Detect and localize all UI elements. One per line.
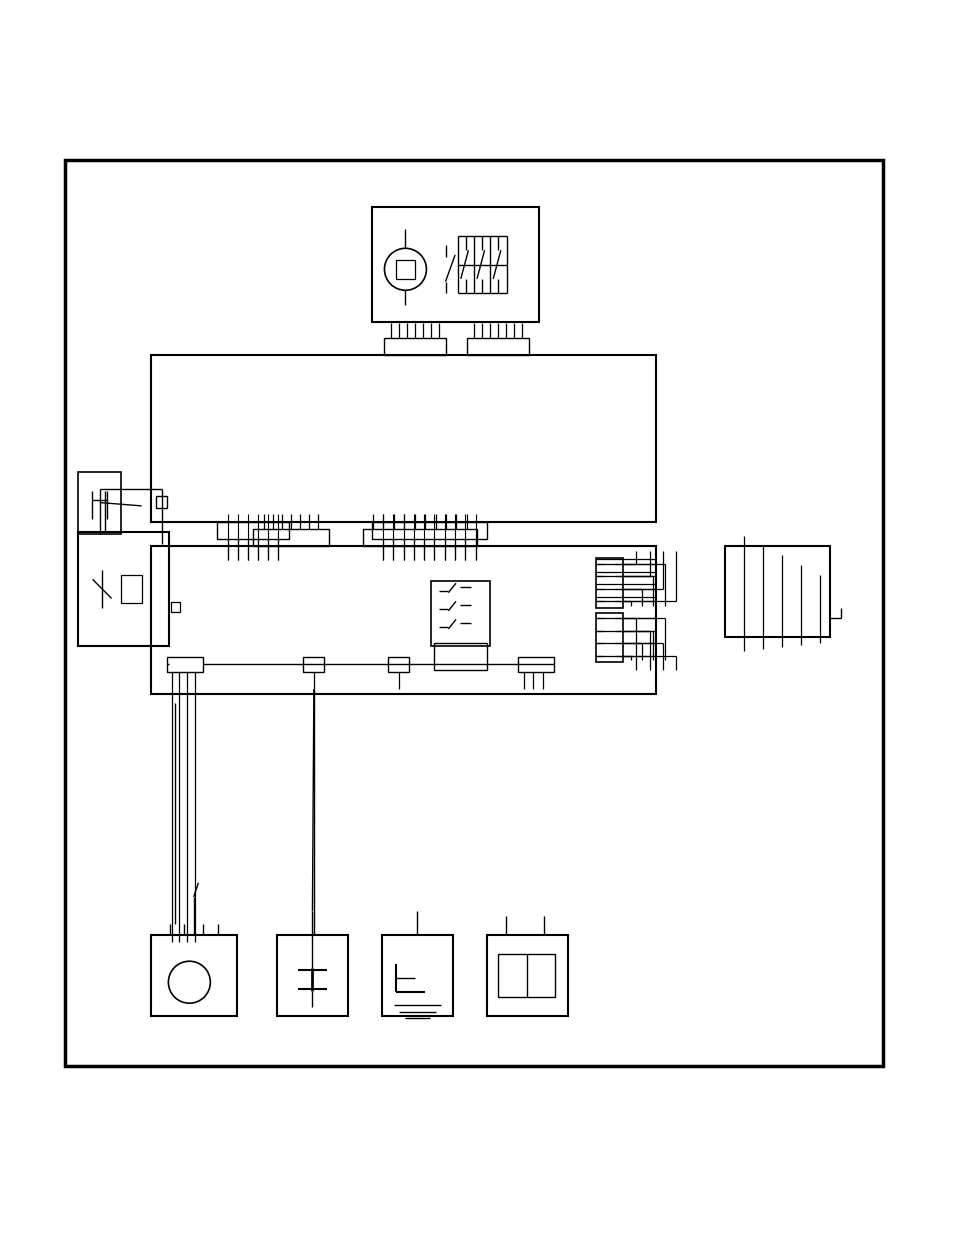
Bar [372,207,538,322]
Bar [395,259,415,279]
Bar [486,935,567,1016]
Bar [151,546,656,694]
Bar [151,356,656,522]
Bar [155,496,167,508]
Bar [724,546,829,636]
Bar [431,582,490,646]
Bar [517,657,554,672]
Bar [167,657,203,672]
Bar [65,159,882,1066]
Bar [388,657,409,672]
Bar [434,643,486,669]
Bar [381,935,453,1016]
Bar [253,529,329,546]
Bar [362,529,476,546]
Bar [216,522,288,540]
Bar [121,574,142,603]
Bar [383,338,445,356]
Bar [372,522,486,540]
Bar [303,657,324,672]
Bar [497,955,555,997]
Bar [151,935,236,1016]
Bar [596,613,622,662]
Bar [596,558,622,608]
Bar [171,603,180,611]
Bar [78,472,121,534]
Bar [467,338,528,356]
Bar [78,531,169,646]
Bar [276,935,348,1016]
